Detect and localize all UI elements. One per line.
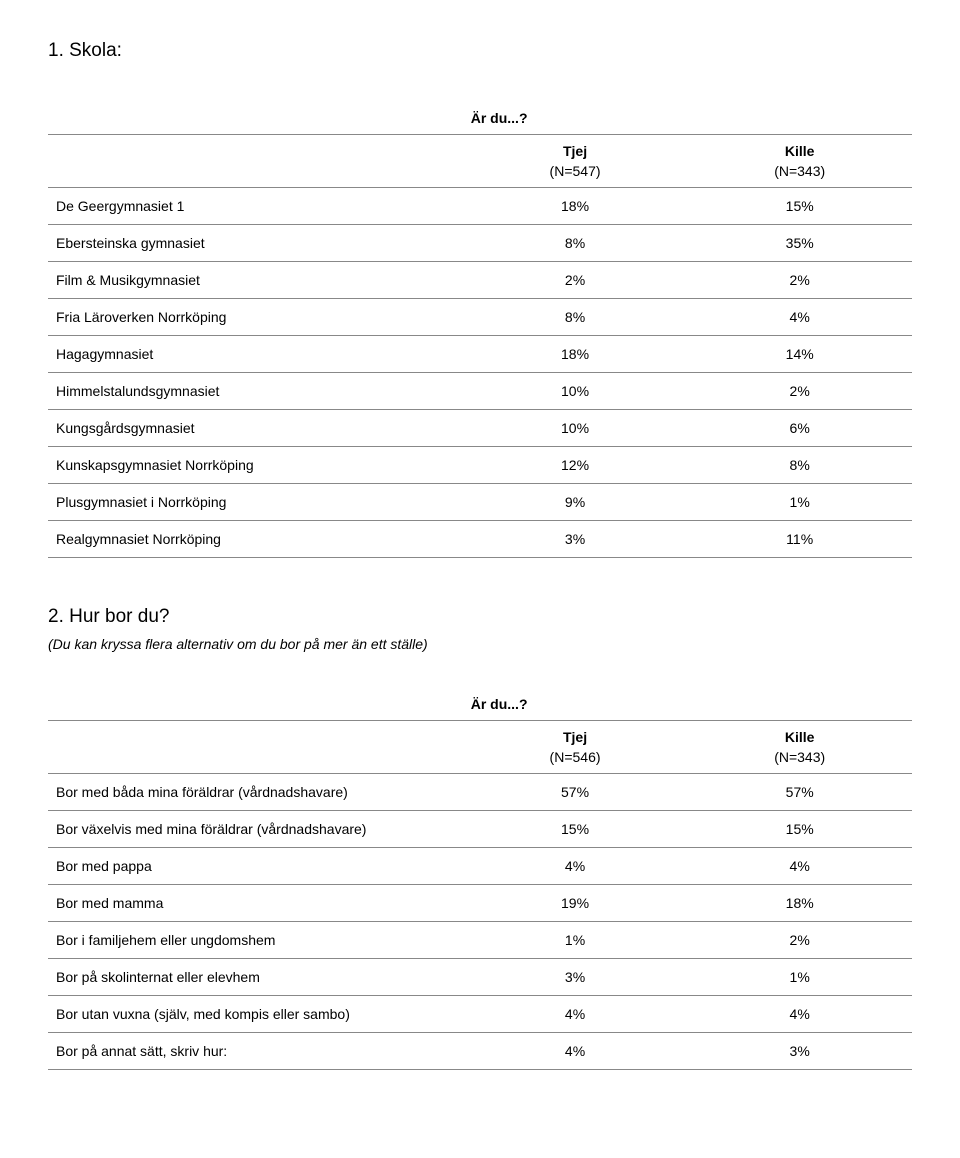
- data-table: Är du...? Tjej (N=547) Kille (N=343) De …: [48, 102, 912, 558]
- cell-value: 15%: [687, 188, 912, 225]
- cell-value: 15%: [463, 811, 688, 848]
- span-header: Är du...?: [463, 688, 912, 721]
- row-label: Bor med pappa: [48, 848, 463, 885]
- column-n: (N=546): [471, 749, 680, 765]
- cell-value: 57%: [463, 774, 688, 811]
- cell-value: 19%: [463, 885, 688, 922]
- section: 1. Skola: Är du...? Tjej (N=547) Kille (…: [48, 40, 912, 558]
- cell-value: 4%: [687, 299, 912, 336]
- cell-value: 10%: [463, 373, 688, 410]
- column-n: (N=343): [695, 163, 904, 179]
- cell-value: 3%: [463, 521, 688, 558]
- row-label: Bor med båda mina föräldrar (vårdnadshav…: [48, 774, 463, 811]
- row-label: De Geergymnasiet 1: [48, 188, 463, 225]
- column-header: Tjej (N=547): [463, 135, 688, 188]
- column-n: (N=547): [471, 163, 680, 179]
- column-label: Tjej: [471, 729, 680, 745]
- cell-value: 18%: [463, 188, 688, 225]
- cell-value: 18%: [463, 336, 688, 373]
- column-label: Tjej: [471, 143, 680, 159]
- column-header: Kille (N=343): [687, 721, 912, 774]
- cell-value: 3%: [687, 1033, 912, 1070]
- row-label: Film & Musikgymnasiet: [48, 262, 463, 299]
- empty-corner: [48, 688, 463, 721]
- data-table: Är du...? Tjej (N=546) Kille (N=343) Bor…: [48, 688, 912, 1070]
- cell-value: 1%: [687, 959, 912, 996]
- section: 2. Hur bor du? (Du kan kryssa flera alte…: [48, 606, 912, 1070]
- row-label: Hagagymnasiet: [48, 336, 463, 373]
- row-label: Bor på annat sätt, skriv hur:: [48, 1033, 463, 1070]
- table-row: De Geergymnasiet 118%15%: [48, 188, 912, 225]
- empty-corner: [48, 135, 463, 188]
- table-row: Hagagymnasiet18%14%: [48, 336, 912, 373]
- row-label: Bor utan vuxna (själv, med kompis eller …: [48, 996, 463, 1033]
- cell-value: 10%: [463, 410, 688, 447]
- cell-value: 35%: [687, 225, 912, 262]
- row-label: Himmelstalundsgymnasiet: [48, 373, 463, 410]
- table-row: Bor på annat sätt, skriv hur:4%3%: [48, 1033, 912, 1070]
- span-header: Är du...?: [463, 102, 912, 135]
- table-row: Fria Läroverken Norrköping8%4%: [48, 299, 912, 336]
- cell-value: 8%: [463, 299, 688, 336]
- section-heading: 2. Hur bor du?: [48, 606, 912, 628]
- cell-value: 14%: [687, 336, 912, 373]
- row-label: Plusgymnasiet i Norrköping: [48, 484, 463, 521]
- column-label: Kille: [695, 143, 904, 159]
- column-n: (N=343): [695, 749, 904, 765]
- row-label: Kunskapsgymnasiet Norrköping: [48, 447, 463, 484]
- cell-value: 1%: [687, 484, 912, 521]
- row-label: Ebersteinska gymnasiet: [48, 225, 463, 262]
- cell-value: 2%: [687, 262, 912, 299]
- table-row: Himmelstalundsgymnasiet10%2%: [48, 373, 912, 410]
- cell-value: 2%: [687, 373, 912, 410]
- cell-value: 4%: [687, 996, 912, 1033]
- row-label: Realgymnasiet Norrköping: [48, 521, 463, 558]
- cell-value: 18%: [687, 885, 912, 922]
- cell-value: 11%: [687, 521, 912, 558]
- cell-value: 4%: [687, 848, 912, 885]
- table-row: Bor växelvis med mina föräldrar (vårdnad…: [48, 811, 912, 848]
- cell-value: 8%: [687, 447, 912, 484]
- row-label: Bor växelvis med mina föräldrar (vårdnad…: [48, 811, 463, 848]
- cell-value: 8%: [463, 225, 688, 262]
- table-row: Bor i familjehem eller ungdomshem1%2%: [48, 922, 912, 959]
- cell-value: 1%: [463, 922, 688, 959]
- row-label: Bor med mamma: [48, 885, 463, 922]
- row-label: Kungsgårdsgymnasiet: [48, 410, 463, 447]
- cell-value: 4%: [463, 1033, 688, 1070]
- cell-value: 3%: [463, 959, 688, 996]
- table-row: Realgymnasiet Norrköping3%11%: [48, 521, 912, 558]
- cell-value: 2%: [463, 262, 688, 299]
- cell-value: 4%: [463, 848, 688, 885]
- table-row: Bor med båda mina föräldrar (vårdnadshav…: [48, 774, 912, 811]
- cell-value: 4%: [463, 996, 688, 1033]
- section-subtext: (Du kan kryssa flera alternativ om du bo…: [48, 636, 912, 652]
- cell-value: 57%: [687, 774, 912, 811]
- table-row: Ebersteinska gymnasiet8%35%: [48, 225, 912, 262]
- cell-value: 6%: [687, 410, 912, 447]
- section-heading: 1. Skola:: [48, 40, 912, 62]
- row-label: Bor i familjehem eller ungdomshem: [48, 922, 463, 959]
- column-header: Tjej (N=546): [463, 721, 688, 774]
- table-row: Bor med mamma19%18%: [48, 885, 912, 922]
- table-row: Film & Musikgymnasiet2%2%: [48, 262, 912, 299]
- cell-value: 9%: [463, 484, 688, 521]
- table-row: Kungsgårdsgymnasiet10%6%: [48, 410, 912, 447]
- column-header: Kille (N=343): [687, 135, 912, 188]
- empty-corner: [48, 102, 463, 135]
- cell-value: 15%: [687, 811, 912, 848]
- table-row: Kunskapsgymnasiet Norrköping12%8%: [48, 447, 912, 484]
- column-label: Kille: [695, 729, 904, 745]
- table-row: Bor utan vuxna (själv, med kompis eller …: [48, 996, 912, 1033]
- cell-value: 12%: [463, 447, 688, 484]
- table-row: Bor på skolinternat eller elevhem3%1%: [48, 959, 912, 996]
- table-row: Bor med pappa4%4%: [48, 848, 912, 885]
- table-row: Plusgymnasiet i Norrköping9%1%: [48, 484, 912, 521]
- empty-corner: [48, 721, 463, 774]
- row-label: Fria Läroverken Norrköping: [48, 299, 463, 336]
- cell-value: 2%: [687, 922, 912, 959]
- row-label: Bor på skolinternat eller elevhem: [48, 959, 463, 996]
